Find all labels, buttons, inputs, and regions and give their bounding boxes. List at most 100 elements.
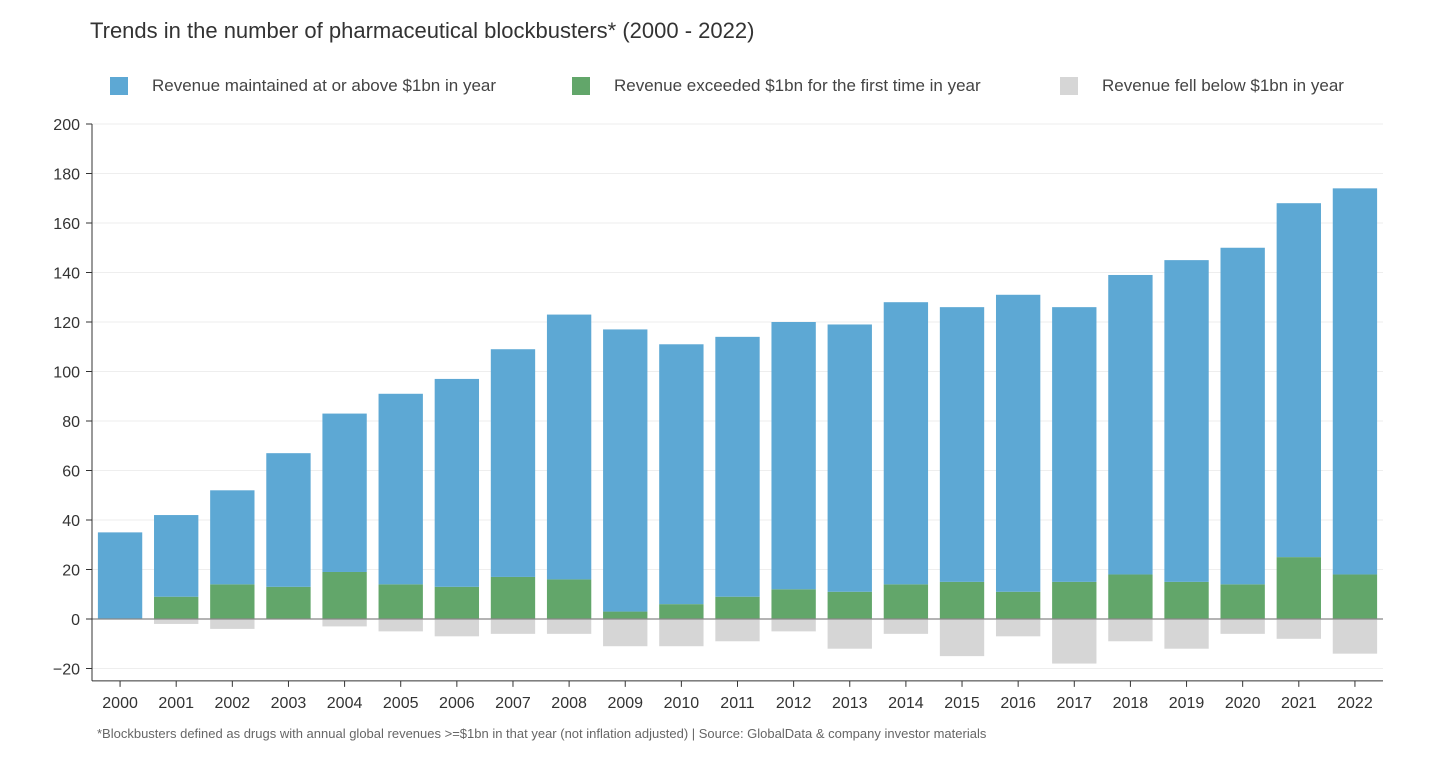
legend-swatch-fell-below	[1060, 77, 1078, 95]
bar-maintained	[210, 490, 255, 585]
x-tick-label: 2020	[1225, 695, 1261, 712]
bar-maintained	[1332, 188, 1378, 575]
bar-fell-below	[490, 619, 536, 634]
bar-maintained	[771, 322, 816, 590]
x-tick-label: 2009	[607, 695, 643, 712]
y-tick-label: 40	[62, 513, 80, 530]
bar-maintained	[266, 453, 311, 587]
x-tick-label: 2007	[495, 695, 531, 712]
bar-maintained	[1276, 203, 1321, 558]
bar-first-time	[939, 581, 985, 619]
y-tick-label: 60	[62, 464, 80, 481]
bar-fell-below	[715, 619, 760, 642]
bar-maintained	[434, 378, 480, 587]
bar-first-time	[771, 589, 816, 619]
bar-maintained	[883, 302, 929, 585]
bar-first-time	[1052, 581, 1097, 619]
bar-maintained	[715, 336, 760, 597]
y-tick-label: 80	[62, 414, 80, 431]
bar-first-time	[322, 571, 367, 619]
bar-maintained	[659, 344, 704, 605]
bar-fell-below	[322, 619, 367, 627]
legend-item-maintained: Revenue maintained at or above $1bn in y…	[110, 76, 496, 96]
y-tick-label: 200	[53, 117, 80, 134]
bar-first-time	[1164, 581, 1209, 619]
bar-fell-below	[434, 619, 480, 637]
x-tick-label: 2022	[1337, 695, 1373, 712]
x-tick-label: 2013	[832, 695, 868, 712]
bar-first-time	[995, 591, 1041, 619]
bar-first-time	[883, 584, 929, 619]
bar-fell-below	[883, 619, 929, 634]
y-tick-label: 180	[53, 167, 80, 184]
x-tick-label: 2000	[102, 695, 138, 712]
y-tick-label: 20	[62, 563, 80, 580]
x-tick-label: 2015	[944, 695, 980, 712]
bar-maintained	[154, 515, 199, 597]
x-tick-label: 2018	[1113, 695, 1149, 712]
bar-fell-below	[659, 619, 704, 647]
x-tick-label: 2004	[327, 695, 363, 712]
bar-maintained	[827, 324, 872, 592]
bar-maintained	[1220, 247, 1265, 585]
bar-maintained	[97, 532, 143, 619]
x-tick-label: 2006	[439, 695, 475, 712]
x-tick-label: 2011	[720, 695, 755, 712]
bar-maintained	[603, 329, 648, 612]
bar-first-time	[1276, 557, 1321, 619]
bar-first-time	[659, 604, 704, 619]
legend-label-maintained: Revenue maintained at or above $1bn in y…	[152, 76, 497, 95]
x-tick-label: 2002	[215, 695, 251, 712]
x-tick-label: 2008	[551, 695, 587, 712]
bar-fell-below	[154, 619, 199, 624]
bar-fell-below	[827, 619, 872, 649]
legend-label-first-time: Revenue exceeded $1bn for the first time…	[614, 76, 981, 95]
bar-maintained	[995, 294, 1041, 592]
x-tick-label: 2005	[383, 695, 419, 712]
bar-fell-below	[603, 619, 648, 647]
bar-first-time	[434, 586, 480, 619]
bar-fell-below	[1164, 619, 1209, 649]
x-tick-label: 2010	[664, 695, 700, 712]
chart-title: Trends in the number of pharmaceutical b…	[90, 18, 755, 43]
bar-first-time	[210, 584, 255, 619]
bar-fell-below	[995, 619, 1041, 637]
bar-first-time	[1108, 574, 1153, 619]
x-tick-label: 2016	[1000, 695, 1036, 712]
bar-maintained	[1052, 307, 1097, 582]
legend: Revenue maintained at or above $1bn in y…	[0, 76, 1456, 100]
bar-fell-below	[210, 619, 255, 629]
y-tick-label: −20	[53, 662, 80, 679]
legend-item-first-time: Revenue exceeded $1bn for the first time…	[572, 76, 981, 96]
x-tick-label: 2017	[1056, 695, 1092, 712]
bar-first-time	[378, 584, 423, 619]
bar-maintained	[1108, 274, 1153, 575]
y-tick-label: 140	[53, 266, 80, 283]
bar-fell-below	[1332, 619, 1378, 654]
bar-maintained	[322, 413, 367, 572]
bar-maintained	[490, 349, 536, 577]
x-tick-label: 2001	[158, 695, 194, 712]
x-tick-label: 2012	[776, 695, 812, 712]
y-tick-label: 120	[53, 315, 80, 332]
bar-maintained	[1164, 260, 1209, 582]
bar-first-time	[715, 596, 760, 619]
bar-fell-below	[378, 619, 423, 632]
legend-swatch-maintained	[110, 77, 128, 95]
bar-first-time	[546, 579, 592, 619]
x-tick-label: 2021	[1281, 695, 1317, 712]
y-tick-label: 160	[53, 216, 80, 233]
x-tick-label: 2014	[888, 695, 924, 712]
bar-fell-below	[546, 619, 592, 634]
bar-maintained	[939, 307, 985, 582]
footnote: *Blockbusters defined as drugs with annu…	[97, 726, 987, 741]
legend-label-fell-below: Revenue fell below $1bn in year	[1102, 76, 1344, 95]
bar-fell-below	[1052, 619, 1097, 664]
y-tick-label: 100	[53, 365, 80, 382]
bar-first-time	[827, 591, 872, 619]
bar-first-time	[490, 576, 536, 619]
bar-maintained	[378, 393, 423, 585]
bar-maintained	[546, 314, 592, 580]
y-tick-label: 0	[71, 612, 80, 629]
